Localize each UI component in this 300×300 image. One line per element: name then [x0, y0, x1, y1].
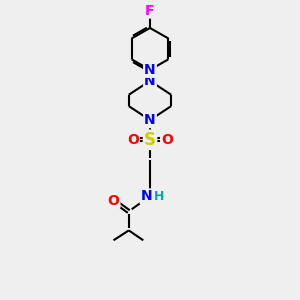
Text: O: O: [161, 133, 173, 147]
Text: N: N: [144, 113, 156, 127]
Text: N: N: [144, 63, 156, 77]
Text: S: S: [144, 131, 156, 149]
Text: N: N: [141, 189, 152, 203]
Text: H: H: [154, 190, 165, 203]
Text: N: N: [144, 74, 156, 88]
Text: O: O: [108, 194, 119, 208]
Text: O: O: [127, 133, 139, 147]
Text: F: F: [145, 4, 155, 18]
